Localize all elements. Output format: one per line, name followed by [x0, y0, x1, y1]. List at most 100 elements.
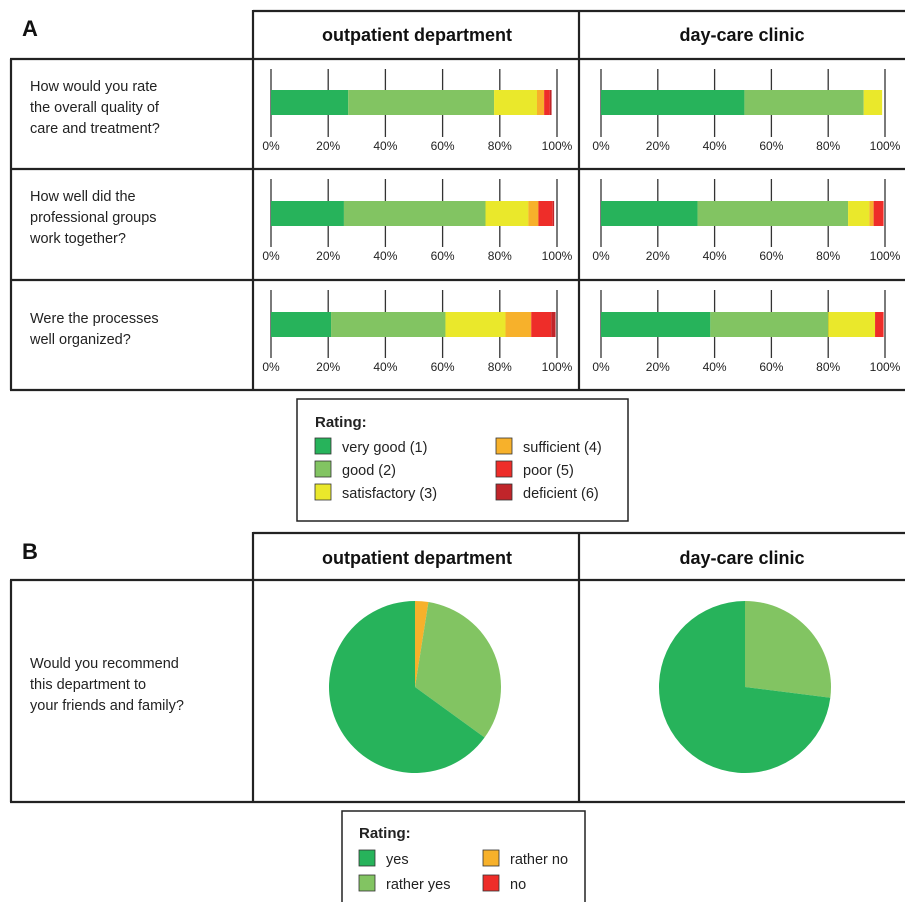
axis-tick-label: 80%: [488, 360, 512, 374]
legend-label: rather no: [510, 852, 568, 868]
panel-a-legend-title: Rating:: [315, 414, 367, 431]
legend-label: poor (5): [523, 463, 574, 479]
bar-segment: [343, 201, 486, 226]
axis-tick-label: 20%: [646, 360, 670, 374]
panel-a-question-line: the overall quality of: [30, 100, 160, 116]
bar-segment: [873, 201, 884, 226]
bar-segment: [445, 312, 506, 337]
axis-tick-label: 60%: [759, 139, 783, 153]
legend-label: satisfactory (3): [342, 486, 437, 502]
bar-segment: [601, 201, 698, 226]
bar-segment: [697, 201, 849, 226]
panel-b-legend-box: [341, 810, 586, 902]
bar-segment: [863, 90, 883, 115]
legend-swatch: [314, 437, 332, 455]
bar-segment: [485, 201, 529, 226]
panel-a-question-line: How well did the: [30, 189, 136, 205]
axis-tick-label: 20%: [316, 360, 340, 374]
bar-segment: [348, 90, 495, 115]
legend-swatch: [314, 483, 332, 501]
legend-label: good (2): [342, 463, 396, 479]
pie-slice: [415, 601, 429, 687]
bar-segment: [531, 312, 552, 337]
axis-tick-label: 0%: [262, 139, 280, 153]
legend-label: sufficient (4): [523, 440, 602, 456]
bar-segment: [271, 90, 349, 115]
axis-tick-label: 0%: [262, 249, 280, 263]
axis-tick-label: 40%: [703, 249, 727, 263]
legend-swatch: [314, 460, 332, 478]
panel-b-question-line: this department to: [30, 677, 146, 693]
panel-a-legend-box: [296, 398, 629, 522]
axis-tick-label: 20%: [316, 139, 340, 153]
bar-segment: [601, 312, 711, 337]
bar-segment: [552, 201, 555, 226]
legend-swatch: [495, 437, 513, 455]
axis-tick-label: 0%: [592, 360, 610, 374]
panel-b-letter: B: [22, 539, 38, 564]
axis-tick-label: 100%: [870, 249, 901, 263]
bar-segment: [601, 90, 745, 115]
bar-segment: [551, 312, 556, 337]
panel-a-question-line: care and treatment?: [30, 121, 160, 137]
axis-tick-label: 80%: [816, 249, 840, 263]
axis-tick-label: 60%: [431, 360, 455, 374]
panel-a-question-line: well organized?: [29, 332, 131, 348]
bar-segment: [848, 201, 870, 226]
axis-tick-label: 60%: [431, 249, 455, 263]
panel-a-question-line: Were the processes: [30, 311, 159, 327]
panel-b-column-title: outpatient department: [322, 548, 512, 568]
panel-b-question-line: your friends and family?: [30, 698, 184, 714]
bar-segment: [869, 201, 874, 226]
axis-tick-label: 60%: [759, 249, 783, 263]
axis-tick-label: 100%: [542, 360, 573, 374]
pie-slice: [745, 601, 831, 698]
axis-tick-label: 40%: [373, 139, 397, 153]
axis-tick-label: 80%: [488, 139, 512, 153]
axis-tick-label: 40%: [373, 360, 397, 374]
axis-tick-label: 40%: [373, 249, 397, 263]
axis-tick-label: 0%: [592, 139, 610, 153]
axis-tick-label: 60%: [431, 139, 455, 153]
axis-tick-label: 40%: [703, 360, 727, 374]
legend-label: very good (1): [342, 440, 427, 456]
legend-swatch: [482, 849, 500, 867]
pie-slice: [329, 601, 485, 773]
bar-segment: [505, 312, 532, 337]
axis-tick-label: 0%: [592, 249, 610, 263]
legend-swatch: [495, 460, 513, 478]
panel-a-column-title: day-care clinic: [679, 25, 804, 45]
panel-b-legend-title: Rating:: [359, 825, 411, 842]
axis-tick-label: 80%: [816, 360, 840, 374]
bar-segment: [549, 90, 552, 115]
axis-tick-label: 100%: [870, 360, 901, 374]
bar-segment: [828, 312, 876, 337]
bar-segment: [536, 90, 545, 115]
axis-tick-label: 100%: [870, 139, 901, 153]
axis-tick-label: 20%: [316, 249, 340, 263]
bar-segment: [544, 90, 550, 115]
axis-tick-label: 40%: [703, 139, 727, 153]
axis-tick-label: 20%: [646, 249, 670, 263]
axis-tick-label: 0%: [262, 360, 280, 374]
bar-segment: [494, 90, 537, 115]
legend-label: rather yes: [386, 877, 450, 893]
legend-label: deficient (6): [523, 486, 599, 502]
panel-a-column-title: outpatient department: [322, 25, 512, 45]
panel-b-column-title: day-care clinic: [679, 548, 804, 568]
axis-tick-label: 20%: [646, 139, 670, 153]
panel-a-question-line: How would you rate: [30, 79, 157, 95]
panel-a-question-line: work together?: [29, 231, 126, 247]
bar-segment: [331, 312, 446, 337]
bar-segment: [710, 312, 829, 337]
bar-segment: [744, 90, 864, 115]
pie-slice: [415, 602, 501, 738]
pie-slice: [659, 601, 831, 773]
legend-swatch: [495, 483, 513, 501]
axis-tick-label: 80%: [816, 139, 840, 153]
panel-a-question-line: professional groups: [30, 210, 157, 226]
legend-swatch: [358, 849, 376, 867]
bar-segment: [271, 201, 344, 226]
legend-swatch: [482, 874, 500, 892]
